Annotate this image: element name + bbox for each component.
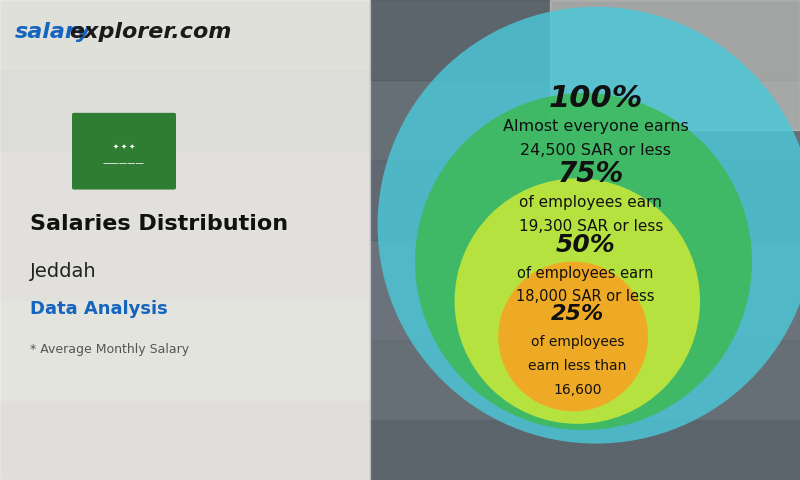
Text: earn less than: earn less than bbox=[528, 359, 626, 372]
Text: Jeddah: Jeddah bbox=[30, 262, 97, 281]
Bar bbox=[0, 300, 370, 400]
Bar bbox=[370, 80, 800, 160]
Text: 16,600: 16,600 bbox=[553, 383, 602, 396]
Text: 75%: 75% bbox=[558, 160, 624, 188]
Text: —————: ————— bbox=[103, 159, 145, 168]
Text: 24,500 SAR or less: 24,500 SAR or less bbox=[521, 143, 671, 158]
Text: * Average Monthly Salary: * Average Monthly Salary bbox=[30, 343, 190, 356]
Text: Salaries Distribution: Salaries Distribution bbox=[30, 214, 288, 234]
Bar bbox=[370, 160, 800, 240]
Text: ✦ ✦ ✦: ✦ ✦ ✦ bbox=[113, 144, 135, 150]
Circle shape bbox=[378, 7, 800, 444]
Text: 19,300 SAR or less: 19,300 SAR or less bbox=[518, 219, 663, 234]
Circle shape bbox=[498, 262, 648, 411]
Text: Almost everyone earns: Almost everyone earns bbox=[503, 119, 689, 134]
Bar bbox=[550, 0, 800, 130]
Text: of employees earn: of employees earn bbox=[519, 195, 662, 210]
Bar bbox=[0, 150, 370, 300]
Text: 18,000 SAR or less: 18,000 SAR or less bbox=[516, 289, 655, 304]
Text: explorer.com: explorer.com bbox=[70, 22, 232, 42]
Circle shape bbox=[454, 179, 700, 424]
Text: salary: salary bbox=[14, 22, 90, 42]
FancyBboxPatch shape bbox=[72, 113, 176, 190]
Text: of employees: of employees bbox=[530, 335, 624, 348]
Bar bbox=[0, 0, 370, 480]
Bar bbox=[370, 340, 800, 420]
Text: of employees earn: of employees earn bbox=[518, 265, 654, 280]
Text: 25%: 25% bbox=[550, 303, 604, 324]
Bar bbox=[0, 400, 370, 480]
Bar bbox=[0, 70, 370, 150]
Bar bbox=[370, 420, 800, 480]
Bar bbox=[0, 0, 370, 70]
Text: 100%: 100% bbox=[549, 84, 643, 113]
Bar bbox=[0, 0, 370, 480]
Text: 50%: 50% bbox=[556, 233, 615, 257]
Circle shape bbox=[415, 93, 752, 430]
Bar bbox=[370, 0, 800, 80]
Bar bbox=[370, 0, 800, 480]
Text: Data Analysis: Data Analysis bbox=[30, 300, 168, 318]
Bar bbox=[370, 240, 800, 340]
